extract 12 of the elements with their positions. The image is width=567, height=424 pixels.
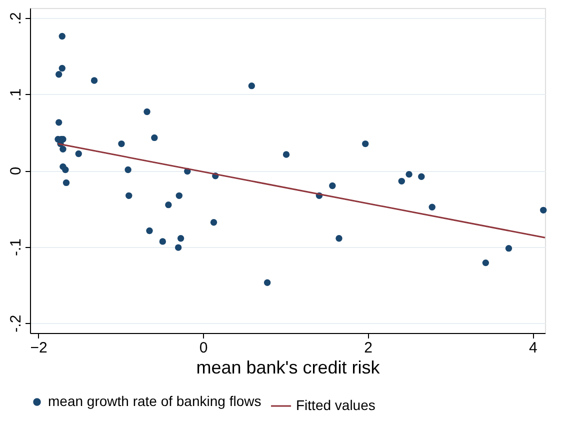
y-tick-label: 0: [8, 166, 24, 176]
x-axis-title: mean bank's credit risk: [196, 358, 381, 378]
x-tick-label: 4: [528, 340, 538, 356]
y-tick-label: -.1: [8, 238, 24, 256]
x-tick-label: −2: [30, 340, 48, 356]
y-tick-label: -.2: [8, 314, 24, 332]
legend-label: mean growth rate of banking flows: [48, 393, 262, 409]
x-tick-label: 0: [199, 340, 208, 356]
legend-label: Fitted values: [296, 397, 376, 413]
y-tick-label: .1: [8, 88, 24, 101]
x-tick-label: 2: [364, 340, 373, 356]
y-tick-label: .2: [8, 12, 24, 25]
